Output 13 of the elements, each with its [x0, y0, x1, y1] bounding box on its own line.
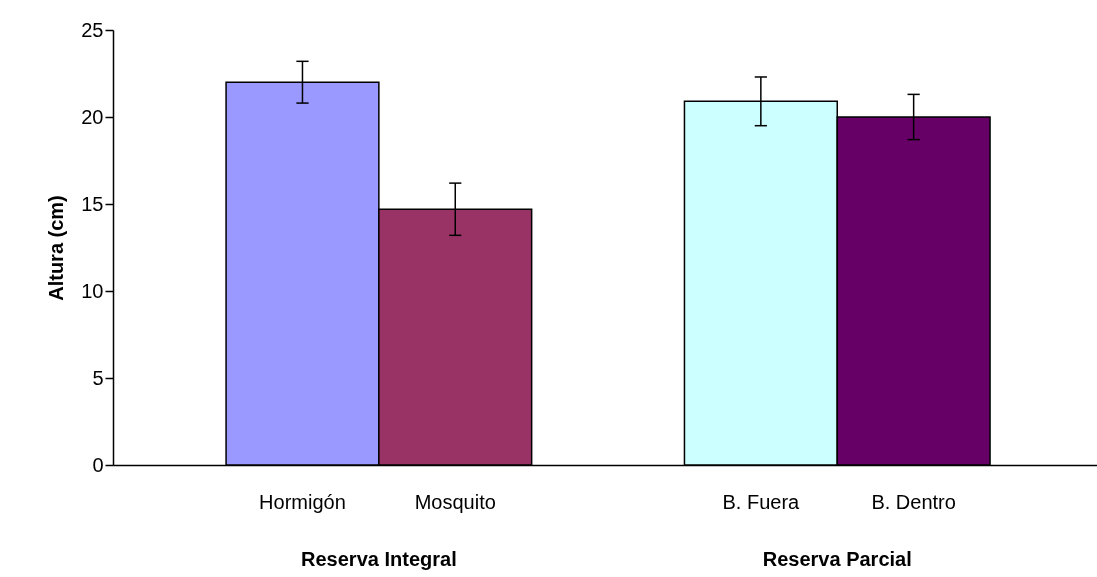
x-tick-label: Hormigón	[259, 491, 346, 513]
y-tick-label: 10	[81, 279, 104, 302]
text: Reserva Integral	[301, 548, 457, 570]
y-axis-title: Altura (cm)	[45, 195, 68, 301]
y-tick-label: 20	[81, 105, 104, 128]
x-tick-label: Mosquito	[414, 491, 496, 513]
text: Reserva Parcial	[762, 548, 912, 570]
y-tick-label: 15	[81, 192, 104, 215]
x-tick-label: B. Fuera	[722, 491, 801, 513]
y-tick-label: 0	[92, 453, 104, 476]
x-tick-label: B. Dentro	[871, 491, 956, 513]
y-tick-label: 25	[81, 18, 104, 41]
y-tick-label: 5	[92, 366, 104, 389]
